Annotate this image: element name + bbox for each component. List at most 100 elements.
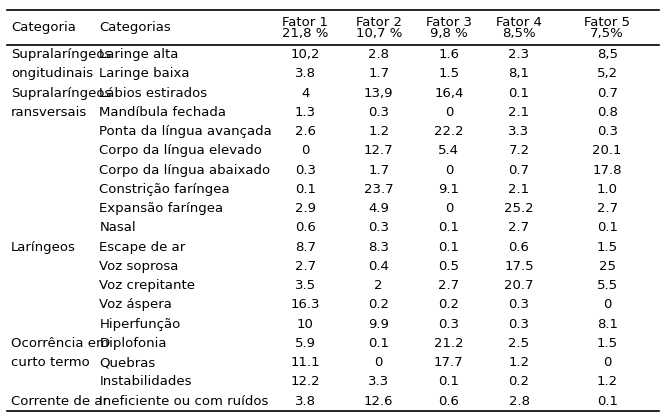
Text: Fator 5: Fator 5 (584, 16, 630, 29)
Text: 1.7: 1.7 (368, 163, 389, 177)
Text: 8.3: 8.3 (368, 241, 389, 254)
Text: 0: 0 (374, 356, 383, 369)
Text: Laringe alta: Laringe alta (99, 48, 178, 61)
Text: Expansão faríngea: Expansão faríngea (99, 202, 224, 215)
Text: 0.8: 0.8 (597, 106, 617, 119)
Text: 3.3: 3.3 (508, 125, 529, 138)
Text: Laringe baixa: Laringe baixa (99, 67, 190, 80)
Text: 1.2: 1.2 (508, 356, 529, 369)
Text: Fator 4: Fator 4 (496, 16, 542, 29)
Text: Fator 3: Fator 3 (426, 16, 472, 29)
Text: Fator 1: Fator 1 (282, 16, 328, 29)
Text: 1.5: 1.5 (597, 241, 617, 254)
Text: Supralaríngeos: Supralaríngeos (11, 48, 112, 61)
Text: 0: 0 (603, 356, 611, 369)
Text: 0.3: 0.3 (597, 125, 617, 138)
Text: 0.6: 0.6 (295, 221, 316, 234)
Text: 0: 0 (445, 202, 453, 215)
Text: 5.5: 5.5 (597, 279, 617, 292)
Text: 0.1: 0.1 (295, 183, 316, 196)
Text: 2.1: 2.1 (508, 183, 529, 196)
Text: 20.1: 20.1 (592, 144, 622, 157)
Text: Fator 2: Fator 2 (356, 16, 402, 29)
Text: 7.2: 7.2 (508, 144, 529, 157)
Text: 25.2: 25.2 (504, 202, 534, 215)
Text: 0.3: 0.3 (509, 299, 529, 311)
Text: 10,7 %: 10,7 % (356, 27, 402, 40)
Text: 2.8: 2.8 (368, 48, 389, 61)
Text: Voz soprosa: Voz soprosa (99, 260, 178, 273)
Text: 1.5: 1.5 (438, 67, 460, 80)
Text: 12.6: 12.6 (364, 394, 394, 408)
Text: 0.7: 0.7 (597, 87, 617, 100)
Text: 9,8 %: 9,8 % (430, 27, 468, 40)
Text: Ponta da língua avançada: Ponta da língua avançada (99, 125, 272, 138)
Text: 3.8: 3.8 (295, 67, 316, 80)
Text: 1.0: 1.0 (597, 183, 617, 196)
Text: 0.1: 0.1 (438, 375, 460, 388)
Text: 21,8 %: 21,8 % (282, 27, 328, 40)
Text: 5,2: 5,2 (597, 67, 617, 80)
Text: Diplofonia: Diplofonia (99, 337, 167, 350)
Text: 3.8: 3.8 (295, 394, 316, 408)
Text: 8,5%: 8,5% (502, 27, 536, 40)
Text: Categoria: Categoria (11, 21, 76, 34)
Text: 2.5: 2.5 (508, 337, 529, 350)
Text: 0.1: 0.1 (509, 87, 529, 100)
Text: 1.6: 1.6 (438, 48, 460, 61)
Text: 16.3: 16.3 (290, 299, 320, 311)
Text: Nasal: Nasal (99, 221, 136, 234)
Text: Escape de ar: Escape de ar (99, 241, 186, 254)
Text: 0.1: 0.1 (597, 394, 617, 408)
Text: 2.7: 2.7 (597, 202, 617, 215)
Text: 5.4: 5.4 (438, 144, 460, 157)
Text: 0.1: 0.1 (597, 221, 617, 234)
Text: Ineficiente ou com ruídos: Ineficiente ou com ruídos (99, 394, 268, 408)
Text: 1.7: 1.7 (368, 67, 389, 80)
Text: Constrição faríngea: Constrição faríngea (99, 183, 230, 196)
Text: Corrente de ar: Corrente de ar (11, 394, 109, 408)
Text: 0.3: 0.3 (438, 318, 460, 331)
Text: ongitudinais: ongitudinais (11, 67, 93, 80)
Text: 4.9: 4.9 (368, 202, 389, 215)
Text: 0.2: 0.2 (368, 299, 389, 311)
Text: 25: 25 (599, 260, 615, 273)
Text: 12.2: 12.2 (290, 375, 320, 388)
Text: 4: 4 (301, 87, 310, 100)
Text: 0: 0 (445, 106, 453, 119)
Text: 22.2: 22.2 (434, 125, 464, 138)
Text: 0.4: 0.4 (368, 260, 389, 273)
Text: Corpo da língua abaixado: Corpo da língua abaixado (99, 163, 270, 177)
Text: 2.6: 2.6 (295, 125, 316, 138)
Text: Quebras: Quebras (99, 356, 156, 369)
Text: Voz crepitante: Voz crepitante (99, 279, 195, 292)
Text: 0.3: 0.3 (509, 318, 529, 331)
Text: 0.1: 0.1 (438, 241, 460, 254)
Text: 10,2: 10,2 (290, 48, 320, 61)
Text: 2.7: 2.7 (438, 279, 460, 292)
Text: Laríngeos: Laríngeos (11, 241, 76, 254)
Text: Voz áspera: Voz áspera (99, 299, 172, 311)
Text: Corpo da língua elevado: Corpo da língua elevado (99, 144, 262, 157)
Text: 11.1: 11.1 (290, 356, 320, 369)
Text: 0.3: 0.3 (368, 106, 389, 119)
Text: 2.7: 2.7 (508, 221, 529, 234)
Text: 9.9: 9.9 (368, 318, 389, 331)
Text: Categorias: Categorias (99, 21, 171, 34)
Text: 9.1: 9.1 (438, 183, 460, 196)
Text: 0.6: 0.6 (509, 241, 529, 254)
Text: 2.7: 2.7 (294, 260, 316, 273)
Text: 8.7: 8.7 (295, 241, 316, 254)
Text: 8,1: 8,1 (509, 67, 529, 80)
Text: 13,9: 13,9 (364, 87, 394, 100)
Text: 0.3: 0.3 (295, 163, 316, 177)
Text: 0.1: 0.1 (368, 337, 389, 350)
Text: 8,5: 8,5 (597, 48, 617, 61)
Text: 5.9: 5.9 (295, 337, 316, 350)
Text: 8.1: 8.1 (597, 318, 617, 331)
Text: 10: 10 (297, 318, 314, 331)
Text: 1.2: 1.2 (597, 375, 617, 388)
Text: 0.5: 0.5 (438, 260, 460, 273)
Text: 17.8: 17.8 (592, 163, 622, 177)
Text: 0.1: 0.1 (438, 221, 460, 234)
